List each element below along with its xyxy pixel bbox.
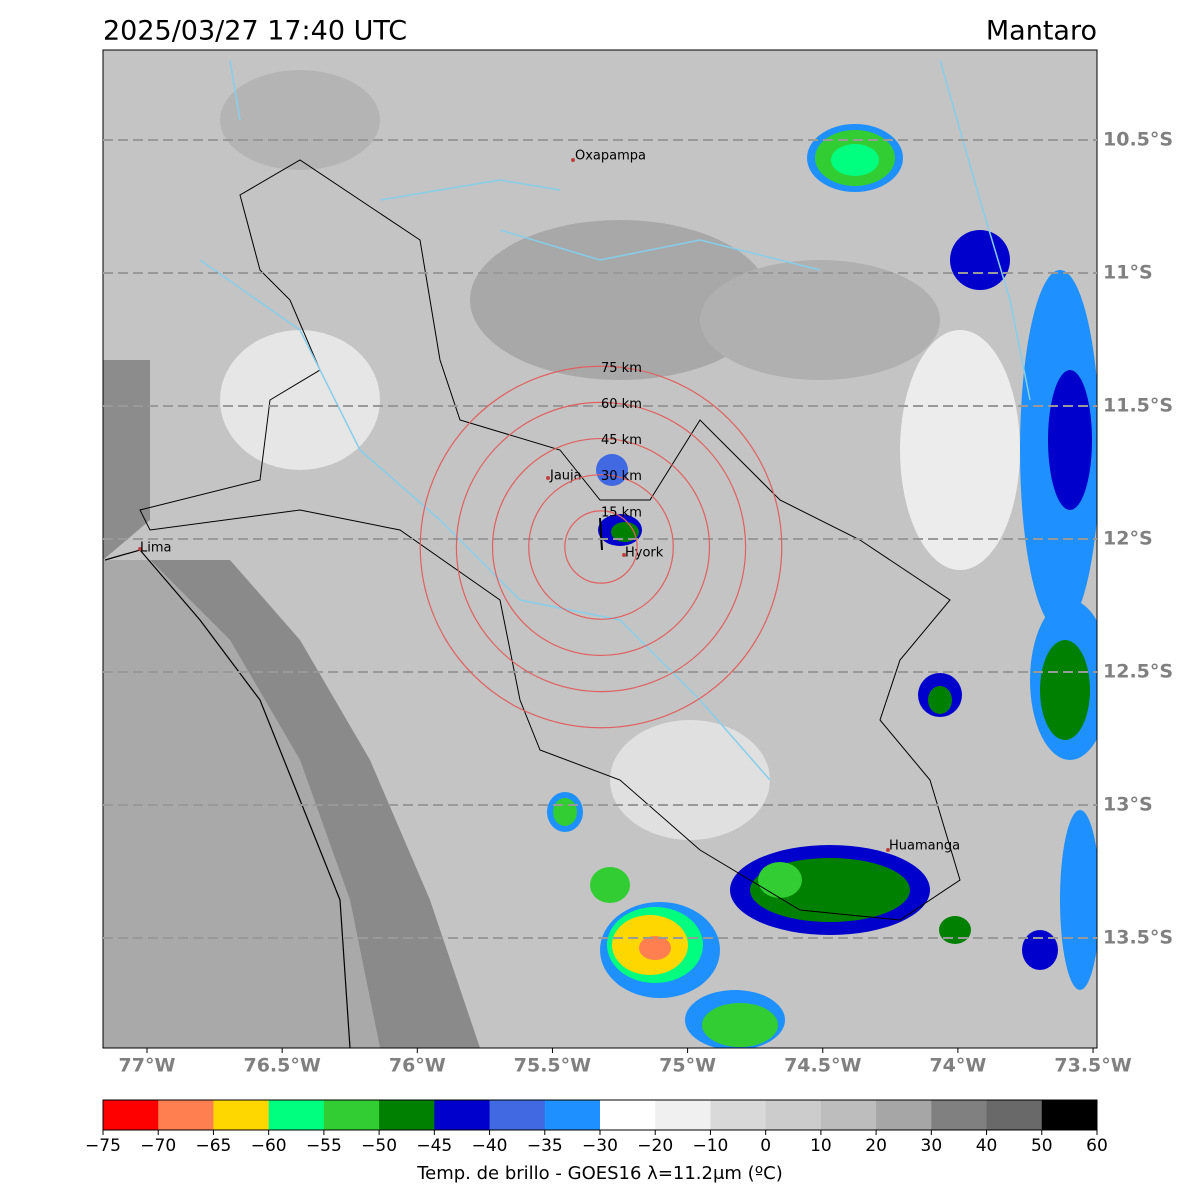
- colorbar-swatch: [931, 1100, 988, 1130]
- range-ring: [564, 510, 638, 584]
- colorbar-swatch: [268, 1100, 325, 1130]
- title: 2025/03/27 17:40 UTC: [103, 16, 407, 47]
- colorbar-swatch: [489, 1100, 546, 1130]
- place-label: Hyork: [625, 546, 664, 561]
- colorbar-swatch: [103, 1100, 159, 1130]
- colorbar-tick-label: −55: [306, 1136, 342, 1156]
- ring-label: 30 km: [601, 469, 642, 484]
- colorbar-tick-label: −75: [85, 1136, 121, 1156]
- place-dot: [571, 158, 575, 162]
- colorbar-swatch: [434, 1100, 491, 1130]
- colorbar-swatch: [820, 1100, 877, 1130]
- colorbar-tick-label: −50: [361, 1136, 397, 1156]
- lon-label: 75.5°W: [514, 1055, 591, 1077]
- range-ring: [528, 474, 674, 620]
- range-ring: [419, 365, 783, 729]
- colorbar-swatch: [213, 1100, 270, 1130]
- colorbar-tick-label: −65: [195, 1136, 231, 1156]
- colorbar-swatch: [876, 1100, 932, 1130]
- lon-label: 74°W: [929, 1055, 986, 1077]
- ring-label: 45 km: [601, 433, 642, 448]
- place-dot: [886, 848, 890, 852]
- colorbar-swatch: [379, 1100, 435, 1130]
- colorbar-tick-label: 0: [760, 1136, 771, 1156]
- region-name: Mantaro: [986, 16, 1097, 47]
- colorbar-tick-label: −40: [472, 1136, 508, 1156]
- colorbar-tick-label: 30: [921, 1136, 943, 1156]
- colorbar-swatch: [986, 1100, 1043, 1130]
- map-frame: [102, 49, 1098, 1049]
- lat-label: 11°S: [1103, 262, 1153, 284]
- colorbar-swatch: [655, 1100, 711, 1130]
- colorbar-swatch: [710, 1100, 767, 1130]
- ring-label: 60 km: [601, 397, 642, 412]
- lon-label: 77°W: [119, 1055, 176, 1077]
- colorbar-swatch: [323, 1100, 380, 1130]
- place-label: Oxapampa: [575, 149, 646, 164]
- colorbar-swatch: [158, 1100, 214, 1130]
- colorbar-tick-label: −70: [140, 1136, 176, 1156]
- lon-label: 76°W: [389, 1055, 446, 1077]
- colorbar-tick-label: 40: [976, 1136, 998, 1156]
- place-dot: [622, 553, 626, 557]
- colorbar-tick-label: 60: [1086, 1136, 1108, 1156]
- place-label: Huamanga: [889, 839, 960, 854]
- colorbar-tick-label: 10: [810, 1136, 832, 1156]
- ring-label: 15 km: [601, 505, 642, 520]
- colorbar-swatch: [600, 1100, 656, 1130]
- colorbar-swatch: [544, 1100, 601, 1130]
- place-label: Jauja: [549, 469, 582, 484]
- range-ring: [455, 401, 747, 693]
- lon-label: 75°W: [659, 1055, 716, 1077]
- colorbar-tick-label: −10: [692, 1136, 728, 1156]
- colorbar-swatch: [1041, 1100, 1098, 1130]
- colorbar-label: Temp. de brillo - GOES16 λ=11.2μm (ºC): [416, 1163, 783, 1184]
- colorbar-tick-label: −35: [527, 1136, 563, 1156]
- place-dot: [546, 476, 550, 480]
- colorbar-tick-label: −45: [416, 1136, 452, 1156]
- colorbar-tick-label: 50: [1031, 1136, 1053, 1156]
- lon-label: 76.5°W: [243, 1055, 320, 1077]
- colorbar-tick-label: −30: [582, 1136, 618, 1156]
- lon-label: 74.5°W: [784, 1055, 861, 1077]
- colorbar-tick-label: −60: [251, 1136, 287, 1156]
- colorbar-tick-label: −20: [637, 1136, 673, 1156]
- ring-label: 75 km: [601, 361, 642, 376]
- lat-label: 13.5°S: [1103, 927, 1173, 949]
- place-dot: [138, 547, 142, 551]
- place-label: Lima: [140, 541, 171, 556]
- colorbar-tick-label: 20: [865, 1136, 887, 1156]
- range-ring: [491, 437, 711, 657]
- lon-label: 73.5°W: [1054, 1055, 1131, 1077]
- colorbar-swatch: [765, 1100, 822, 1130]
- lat-label: 10.5°S: [1103, 129, 1173, 151]
- lat-label: 12°S: [1103, 528, 1153, 550]
- lat-label: 12.5°S: [1103, 661, 1173, 683]
- lat-label: 11.5°S: [1103, 395, 1173, 417]
- satellite-image: [103, 50, 1097, 1048]
- lat-label: 13°S: [1103, 794, 1153, 816]
